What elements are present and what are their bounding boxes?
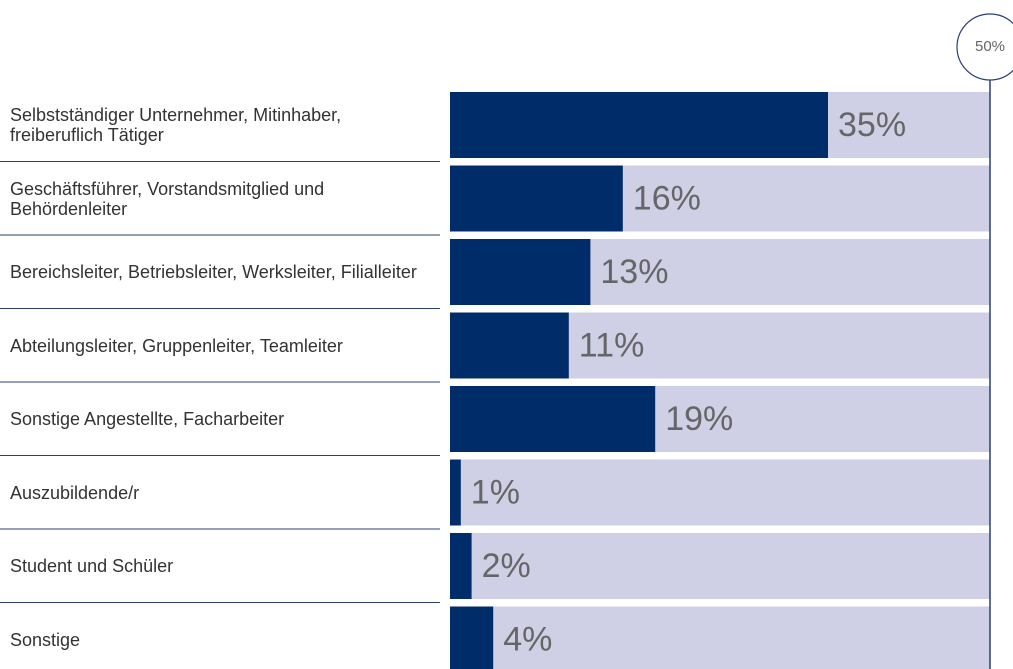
bar (450, 386, 656, 452)
category-label: Bereichsleiter, Betriebsleiter, Werkslei… (10, 262, 417, 282)
bar-background (450, 459, 990, 526)
bar (450, 165, 623, 232)
bar (450, 533, 472, 599)
x-tick-label: 50% (975, 38, 1005, 55)
value-label: 35% (838, 106, 906, 144)
bar (450, 239, 591, 305)
value-label: 4% (503, 620, 552, 658)
value-label: 11% (579, 326, 645, 364)
bar (450, 312, 569, 379)
category-label: Selbstständiger Unternehmer, Mitinhaber,… (10, 105, 342, 145)
bar-background (450, 606, 990, 669)
value-label: 1% (471, 473, 520, 511)
bar (450, 92, 828, 158)
category-label: Auszubildende/r (10, 482, 140, 503)
bar-background (450, 533, 990, 599)
value-label: 16% (633, 179, 701, 217)
value-label: 19% (665, 400, 733, 438)
category-label: Geschäftsführer, Vorstandsmitglied und B… (10, 178, 325, 219)
category-label: Student und Schüler (10, 556, 174, 576)
max-circle (956, 13, 1013, 81)
category-label: Sonstige (10, 629, 81, 650)
bar (450, 606, 494, 669)
bar (450, 459, 461, 526)
category-label: Sonstige Angestellte, Facharbeiter (10, 409, 285, 429)
value-label: 2% (482, 547, 531, 585)
value-label: 13% (600, 253, 668, 291)
category-label: Abteilungsleiter, Gruppenleiter, Teamlei… (10, 335, 343, 356)
